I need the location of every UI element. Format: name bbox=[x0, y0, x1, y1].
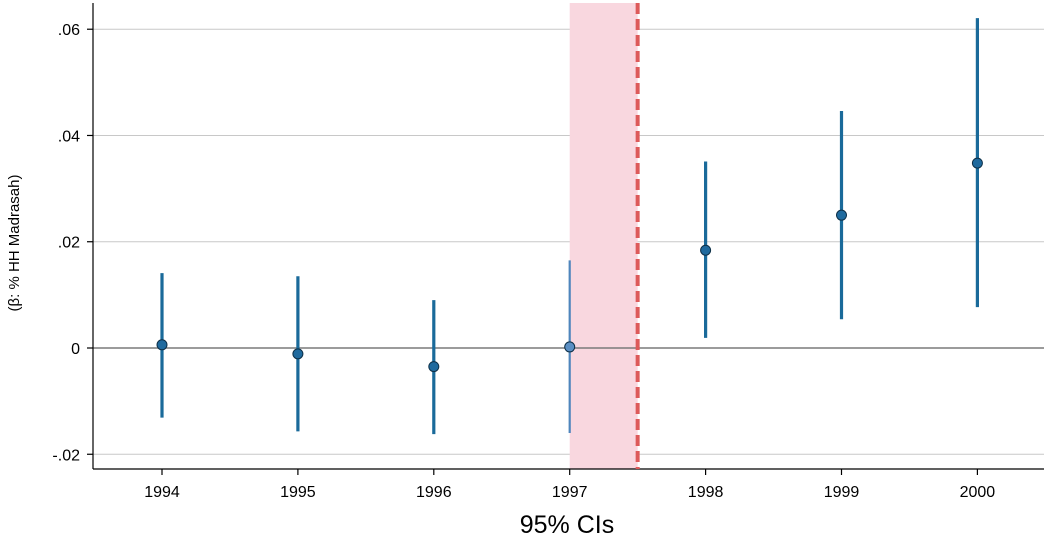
point-1995 bbox=[292, 348, 304, 360]
y-tick-label-4: .06 bbox=[58, 22, 80, 39]
x-tick-label-3: 1997 bbox=[552, 484, 588, 501]
point-1998 bbox=[700, 244, 712, 256]
y-tick-label-0: -.02 bbox=[52, 447, 80, 464]
y-axis-title: (β: % HH Madrasah) bbox=[6, 175, 23, 312]
x-tick-label-6: 2000 bbox=[960, 484, 996, 501]
point-1996 bbox=[428, 361, 440, 373]
y-tick-label-3: .04 bbox=[58, 128, 80, 145]
point-estimates bbox=[156, 157, 983, 373]
point-1997 bbox=[564, 341, 576, 353]
x-tick-label-4: 1998 bbox=[688, 484, 724, 501]
y-tick-label-1: 0 bbox=[71, 341, 80, 358]
x-tick-label-1: 1995 bbox=[280, 484, 316, 501]
x-tick-label-2: 1996 bbox=[416, 484, 452, 501]
x-tick-label-5: 1999 bbox=[824, 484, 860, 501]
axes bbox=[87, 3, 1044, 475]
point-1994 bbox=[156, 339, 168, 351]
x-tick-label-0: 1994 bbox=[144, 484, 180, 501]
tick-labels: -.02 0 .02 .04 .06 1994 1995 1996 1997 1998 1999 20… bbox=[52, 22, 995, 501]
y-tick-label-2: .02 bbox=[58, 235, 80, 252]
x-axis-title: 95% CIs bbox=[520, 511, 614, 539]
point-1999 bbox=[836, 209, 847, 221]
point-2000 bbox=[971, 157, 983, 169]
gridlines bbox=[93, 28, 1044, 455]
shaded-region bbox=[569, 3, 638, 469]
shaded-region-rect bbox=[569, 3, 638, 469]
